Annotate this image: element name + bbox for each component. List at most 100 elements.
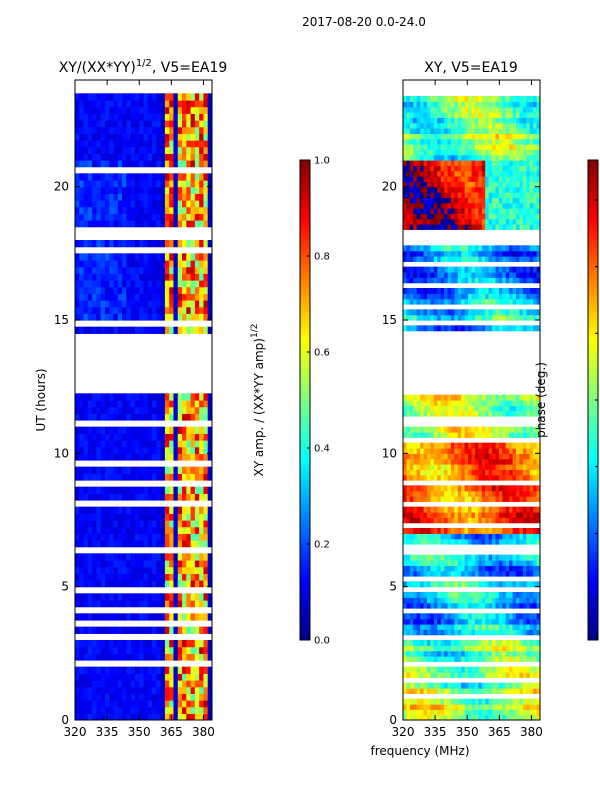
phase-cell [409, 426, 414, 433]
amplitude-cell [113, 253, 119, 261]
phase-cell [509, 560, 514, 566]
amplitude-cell [109, 313, 115, 321]
phase-cell [409, 453, 414, 460]
phase-cell [406, 597, 411, 604]
phase-cell [423, 325, 428, 332]
phase-cell [529, 293, 534, 300]
amplitude-cell [186, 193, 192, 201]
amplitude-cell [173, 600, 179, 608]
phase-cell [430, 176, 435, 182]
phase-cell [430, 288, 435, 294]
phase-cell [457, 192, 462, 198]
amplitude-cell [87, 680, 93, 688]
phase-cell [450, 640, 455, 646]
amplitude-cell [207, 493, 212, 501]
phase-cell [471, 650, 476, 657]
phase-cell [450, 645, 455, 652]
amplitude-cell [190, 206, 196, 214]
phase-cell [516, 208, 521, 214]
phase-cell [409, 266, 414, 273]
amplitude-cell [87, 126, 93, 134]
phase-cell [468, 533, 473, 540]
phase-cell [420, 208, 425, 214]
phase-cell [457, 213, 462, 220]
amplitude-cell [186, 540, 192, 548]
phase-cell [457, 533, 462, 540]
phase-cell [409, 432, 414, 438]
amplitude-cell [96, 466, 102, 474]
amplitude-cell [113, 406, 119, 414]
amplitude-cell [92, 626, 98, 634]
phase-cell [420, 442, 425, 449]
phase-cell [423, 394, 428, 401]
amplitude-cell [169, 293, 175, 301]
amplitude-cell [87, 613, 93, 621]
amplitude-cell [199, 466, 205, 474]
amplitude-cell [164, 273, 170, 281]
phase-cell [423, 208, 428, 214]
amplitude-cell [194, 526, 200, 534]
amplitude-cell [199, 306, 205, 314]
phase-cell [457, 688, 462, 694]
amplitude-cell [186, 266, 192, 274]
amplitude-cell [182, 600, 187, 608]
amplitude-cell [122, 640, 127, 648]
amplitude-cell [207, 440, 212, 448]
amplitude-cell [104, 680, 110, 688]
phase-cell [413, 213, 418, 220]
phase-cell [464, 202, 469, 209]
phase-cell [457, 629, 462, 636]
phase-cell [474, 245, 479, 252]
phase-cell [423, 688, 428, 694]
phase-cell [492, 592, 497, 598]
amplitude-cell [160, 440, 166, 448]
phase-cell [430, 293, 435, 300]
phase-cell [454, 224, 459, 230]
phase-cell [444, 432, 449, 438]
phase-cell [474, 309, 479, 316]
amplitude-cell [109, 146, 115, 154]
phase-cell [519, 469, 524, 476]
amplitude-cell [126, 653, 132, 661]
phase-cell [440, 624, 445, 630]
amplitude-cell [164, 240, 170, 248]
phase-cell [406, 666, 411, 673]
phase-cell [409, 512, 414, 518]
amplitude-cell [122, 713, 127, 720]
amplitude-cell [190, 160, 196, 168]
amplitude-cell [104, 440, 110, 448]
amplitude-cell [207, 266, 212, 274]
phase-cell [474, 458, 479, 465]
phase-cell [474, 405, 479, 412]
phase-cell [406, 714, 411, 720]
phase-cell [492, 704, 497, 710]
phase-cell [529, 192, 534, 198]
phase-cell [457, 442, 462, 449]
phase-cell [481, 496, 486, 502]
amplitude-cell [130, 513, 136, 521]
phase-cell [413, 490, 418, 497]
amplitude-cell [207, 106, 212, 114]
phase-cell [440, 698, 445, 705]
amplitude-cell [186, 126, 192, 134]
phase-cell [447, 602, 452, 609]
phase-cell [519, 570, 524, 577]
amplitude-cell [199, 453, 205, 461]
amplitude-cell [113, 640, 119, 648]
phase-cell [488, 554, 493, 561]
phase-cell [423, 528, 428, 534]
amplitude-cell [134, 100, 140, 108]
phase-cell [474, 298, 479, 305]
amplitude-cell [117, 106, 123, 114]
phase-cell [474, 629, 479, 636]
phase-cell [481, 512, 486, 518]
phase-cell [495, 645, 500, 652]
amplitude-cell [104, 126, 110, 134]
amplitude-cell [122, 100, 127, 108]
amplitude-cell [164, 313, 170, 321]
phase-cell [481, 672, 486, 678]
amplitude-cell [83, 666, 89, 674]
phase-cell [478, 448, 483, 454]
phase-cell [495, 410, 500, 417]
phase-cell [423, 458, 428, 465]
